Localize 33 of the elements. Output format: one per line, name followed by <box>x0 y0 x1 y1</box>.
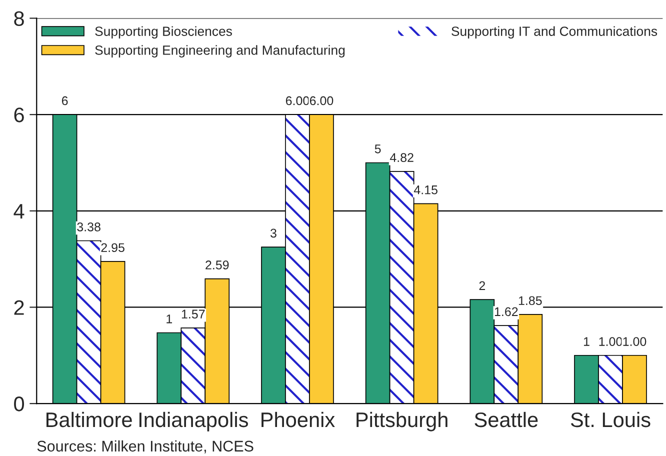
data-label: 1.00 <box>623 337 646 346</box>
y-tick-label: 6 <box>14 108 24 122</box>
data-label: 1 <box>584 337 590 346</box>
y-tick-label: 0 <box>14 396 24 412</box>
data-label: 1.85 <box>518 296 542 306</box>
data-label: 1 <box>166 314 172 324</box>
data-label: 1.00 <box>599 337 622 346</box>
x-tick-label: Indianapolis <box>139 412 248 432</box>
data-label: 2.95 <box>101 243 124 252</box>
data-label: 1.62 <box>494 307 518 316</box>
data-label: 4.82 <box>390 153 414 162</box>
data-label: 6.00 <box>310 96 334 106</box>
data-label: 3 <box>270 228 276 238</box>
data-label: 2.59 <box>206 260 229 270</box>
source-note: Sources: Milken Institute, NCES <box>37 440 254 454</box>
y-tick-label: 2 <box>14 300 24 315</box>
data-label: 6 <box>62 96 68 106</box>
x-tick-label: Baltimore <box>46 412 132 428</box>
data-label: 4.15 <box>414 186 438 194</box>
data-label: 3.38 <box>77 222 100 232</box>
data-label: 2 <box>479 281 486 290</box>
x-tick-label: Pittsburgh <box>356 412 448 432</box>
y-tick-label: 4 <box>14 204 24 218</box>
x-tick-label: Phoenix <box>262 412 335 428</box>
legend-label: Supporting Engineering and Manufacturing <box>95 45 345 58</box>
x-tick-label: St. Louis <box>570 412 650 428</box>
data-label: 5 <box>374 144 381 154</box>
legend-label: Supporting Biosciences <box>95 26 232 39</box>
data-label: 6.00 <box>286 96 310 106</box>
legend-label: Supporting IT and Communications <box>452 26 658 39</box>
x-tick-label: Seattle <box>474 412 538 428</box>
data-label: 1.57 <box>182 310 205 319</box>
y-tick-label: 8 <box>14 11 24 26</box>
